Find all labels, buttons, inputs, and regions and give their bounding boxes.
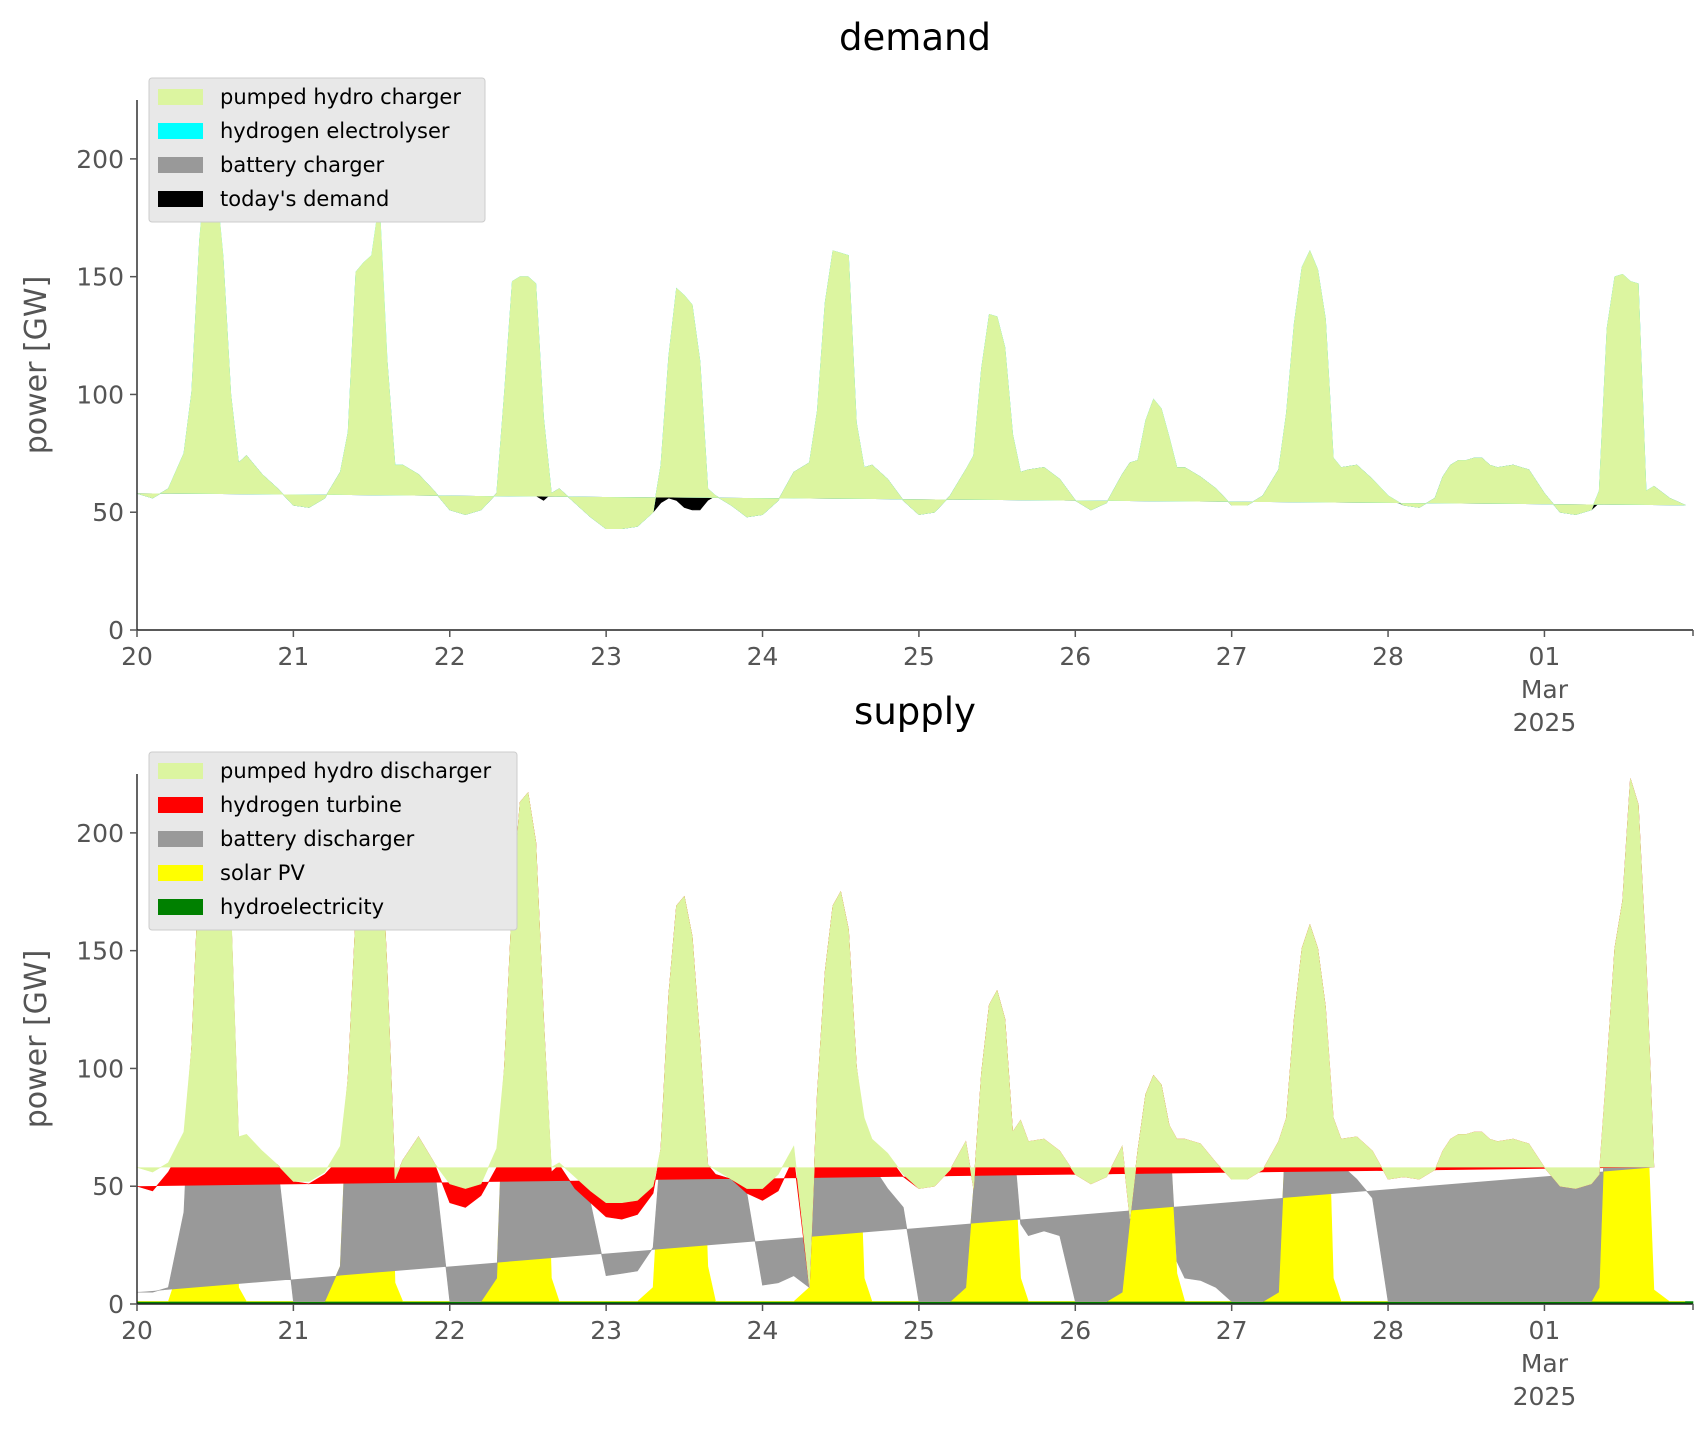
x-tick-label: 24 bbox=[747, 642, 779, 671]
legend-label-pumped-hydro-charger: pumped hydro charger bbox=[220, 85, 461, 109]
y-tick-label: 0 bbox=[108, 1290, 124, 1319]
x-tick-label: 21 bbox=[277, 1316, 309, 1345]
x-tick-label: 26 bbox=[1059, 1316, 1091, 1345]
x-tick-label: 22 bbox=[434, 642, 466, 671]
legend-label-battery-discharger: battery discharger bbox=[220, 827, 415, 851]
x-tick-label: 20 bbox=[121, 1316, 153, 1345]
legend-swatch-pumped-hydro-charger bbox=[158, 89, 203, 105]
x-tick-label: 27 bbox=[1216, 642, 1248, 671]
legend: pumped hydro charger hydrogen electrolyse… bbox=[148, 77, 486, 223]
x-tick-label: 01 bbox=[1529, 642, 1561, 671]
x-tick-label: 01 bbox=[1529, 1316, 1561, 1345]
legend-label-hydrogen-turbine: hydrogen turbine bbox=[220, 793, 402, 817]
legend-label-hydrogen-electrolyser: hydrogen electrolyser bbox=[220, 119, 450, 143]
legend-swatch-solar-pv bbox=[158, 865, 203, 881]
chart-title: supply bbox=[854, 690, 976, 733]
x-tick-label: 22 bbox=[434, 1316, 466, 1345]
y-tick-label: 200 bbox=[76, 145, 124, 174]
legend-box bbox=[148, 77, 486, 223]
legend: pumped hydro discharger hydrogen turbine b… bbox=[148, 751, 518, 931]
y-axis-label: power [GW] bbox=[19, 276, 54, 455]
x-tick-label: 26 bbox=[1059, 642, 1091, 671]
axes: 0 50 100 150 200 20 21 22 23 24 25 26 27 28 01 Mar 2025 bbox=[76, 774, 1694, 1411]
x-tick-label: 23 bbox=[590, 1316, 622, 1345]
y-tick-label: 150 bbox=[76, 937, 124, 966]
legend-swatch-battery-discharger bbox=[158, 831, 203, 847]
x-tick-label: 25 bbox=[903, 1316, 935, 1345]
legend-swatch-hydrogen-electrolyser bbox=[158, 123, 203, 139]
x-tick-label: 20 bbox=[121, 642, 153, 671]
y-tick-label: 50 bbox=[92, 1172, 124, 1201]
x-tick-label: Mar bbox=[1521, 675, 1569, 704]
x-tick-label: 24 bbox=[747, 1316, 779, 1345]
x-tick-label: 27 bbox=[1216, 1316, 1248, 1345]
y-tick-label: 0 bbox=[108, 616, 124, 645]
legend-swatch-hydroelectricity bbox=[158, 899, 203, 915]
x-tick-label: Mar bbox=[1521, 1349, 1569, 1378]
legend-swatch-hydrogen-turbine bbox=[158, 797, 203, 813]
y-tick-label: 150 bbox=[76, 263, 124, 292]
legend-swatch-pumped-hydro-discharger bbox=[158, 763, 203, 779]
x-tick-label: 28 bbox=[1372, 1316, 1404, 1345]
axes: 0 50 100 150 200 20 21 22 23 24 25 26 27 28 01 Mar 2025 bbox=[76, 100, 1694, 737]
legend-box bbox=[148, 751, 518, 931]
y-axis-label: power [GW] bbox=[19, 950, 54, 1129]
chart-title: demand bbox=[839, 16, 991, 59]
y-tick-label: 50 bbox=[92, 498, 124, 527]
legend-label-pumped-hydro-discharger: pumped hydro discharger bbox=[220, 759, 491, 783]
y-tick-label: 100 bbox=[76, 1054, 124, 1083]
legend-label-solar-pv: solar PV bbox=[220, 861, 305, 885]
y-tick-label: 100 bbox=[76, 380, 124, 409]
y-tick-label: 200 bbox=[76, 819, 124, 848]
legend-swatch-today-s-demand bbox=[158, 191, 203, 207]
x-tick-label: 2025 bbox=[1513, 708, 1577, 737]
legend-label-hydroelectricity: hydroelectricity bbox=[220, 895, 384, 919]
x-tick-label: 21 bbox=[277, 642, 309, 671]
demand-chart: demand power [GW] 0 50 100 150 200 20 21 22 23 24… bbox=[19, 16, 1694, 737]
supply-chart: supply power [GW] 0 50 100 150 200 20 21 22 23 24… bbox=[19, 690, 1694, 1411]
area-layers bbox=[136, 154, 1686, 529]
legend-swatch-battery-charger bbox=[158, 157, 203, 173]
x-tick-label: 25 bbox=[903, 642, 935, 671]
legend-label-today-s-demand: today's demand bbox=[220, 187, 389, 211]
legend-label-battery-charger: battery charger bbox=[220, 153, 385, 177]
area-pumped-hydro-charger bbox=[136, 154, 1686, 529]
x-tick-label: 23 bbox=[590, 642, 622, 671]
x-tick-label: 28 bbox=[1372, 642, 1404, 671]
x-tick-label: 2025 bbox=[1513, 1382, 1577, 1411]
